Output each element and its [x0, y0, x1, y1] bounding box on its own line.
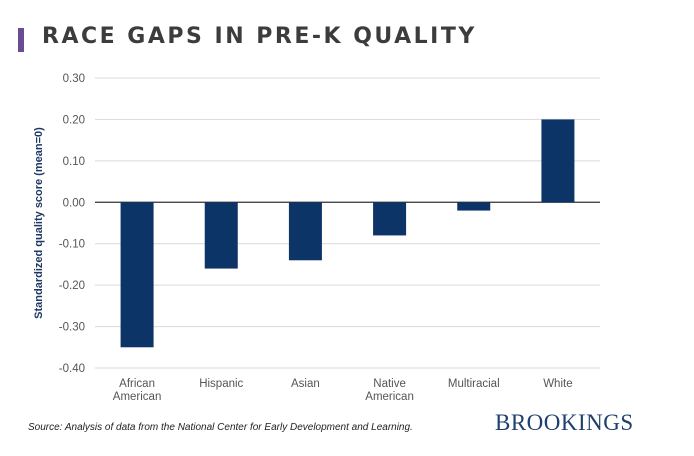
y-tick-label: 0.00 [63, 197, 85, 209]
y-tick-label: 0.20 [63, 114, 85, 126]
bar [204, 202, 238, 269]
x-tick-label: Asian [291, 378, 320, 390]
bar [120, 202, 154, 348]
bar [541, 119, 575, 203]
y-tick-label: -0.10 [59, 239, 85, 251]
y-tick-label: 0.10 [63, 156, 85, 168]
x-tick-label: African American [113, 378, 162, 403]
x-tick-label: Hispanic [199, 378, 243, 390]
y-axis-label: Standardized quality score (mean=0) [33, 127, 45, 319]
y-tick-label: -0.40 [59, 363, 85, 375]
brookings-logo: BROOKINGS [495, 410, 634, 435]
bar [288, 202, 322, 261]
x-tick-label: White [543, 378, 572, 390]
y-tick-label: -0.20 [59, 280, 85, 292]
bar [373, 202, 407, 236]
y-tick-label: -0.30 [59, 322, 85, 334]
x-tick-label: Multiracial [448, 378, 500, 390]
x-tick-label: Native American [365, 378, 414, 403]
page-title: RACE GAPS IN PRE-K QUALITY [42, 24, 477, 49]
bar [457, 202, 491, 211]
title-accent-bar [18, 28, 24, 52]
y-tick-label: 0.30 [63, 73, 85, 85]
source-note: Source: Analysis of data from the Nation… [28, 422, 413, 433]
